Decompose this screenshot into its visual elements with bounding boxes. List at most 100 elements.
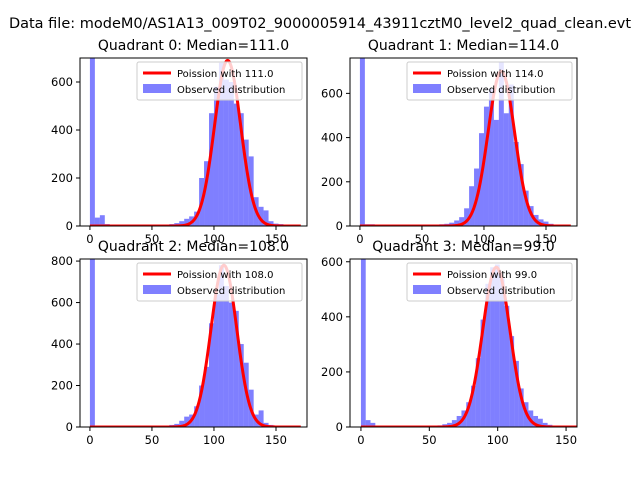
legend: Poission with 111.0 Observed distribution — [136, 61, 303, 101]
histogram-bar — [199, 385, 205, 427]
legend-bar-label: Observed distribution — [177, 85, 285, 96]
histogram-bar — [498, 62, 504, 226]
chart-title: Quadrant 0: Median=111.0 — [98, 38, 289, 54]
histogram-bar — [464, 208, 470, 226]
y-tick-label: 600 — [321, 86, 343, 100]
histogram-bar — [518, 164, 524, 226]
histogram-bar — [359, 58, 365, 226]
histogram-bar — [454, 220, 460, 226]
histogram-bar — [184, 416, 190, 427]
histogram-bar — [543, 221, 549, 226]
histogram-bar — [204, 366, 210, 427]
legend-bar-swatch — [143, 285, 171, 294]
poisson-curve — [89, 58, 301, 226]
y-tick-label: 0 — [336, 219, 343, 233]
histogram-bar — [204, 161, 210, 226]
histogram-bar — [451, 420, 457, 427]
chart-panel: Quadrant 2: Median=108.0 0 50 100 150 0 200 400… — [51, 239, 308, 447]
legend-line-label: Poission with 99.0 — [447, 270, 537, 281]
y-tick-label: 400 — [321, 131, 343, 145]
poisson-curve — [359, 69, 571, 226]
histogram-bar — [218, 62, 224, 226]
figure-suptitle: Data file: modeM0/AS1A13_009T02_90000059… — [9, 16, 631, 32]
histogram-bar — [228, 302, 234, 427]
histogram-bar — [508, 84, 514, 226]
histogram-bar — [258, 410, 264, 427]
poisson-curve — [360, 265, 577, 427]
legend-box — [406, 262, 573, 302]
x-tick-label: 0 — [357, 433, 364, 447]
legend: Poission with 108.0 Observed distribution — [136, 262, 303, 302]
histogram-bar — [504, 305, 510, 427]
legend-bar-label: Observed distribution — [447, 286, 555, 297]
histogram-bar — [449, 222, 455, 226]
chart-panel: Quadrant 0: Median=111.0 0 50 100 150 0 200 400… — [51, 38, 308, 246]
chart-title: Quadrant 1: Median=114.0 — [368, 38, 559, 54]
histogram-bar — [238, 113, 244, 226]
chart-panel: Quadrant 1: Median=114.0 0 50 100 150 0 200 400… — [321, 38, 578, 246]
histogram-bar — [483, 106, 489, 226]
x-tick-label: 0 — [86, 232, 93, 246]
histogram-bar — [475, 358, 481, 427]
histogram-bar — [365, 420, 371, 427]
x-tick-label: 0 — [86, 433, 93, 447]
x-tick-label: 150 — [265, 232, 287, 246]
histogram-bar — [209, 323, 214, 427]
histogram-bar — [89, 58, 95, 226]
chart-title: Quadrant 2: Median=108.0 — [98, 239, 289, 255]
histogram-bar — [184, 218, 190, 226]
y-tick-label: 200 — [51, 171, 73, 185]
legend-bar-swatch — [413, 84, 441, 93]
y-tick-label: 0 — [66, 420, 73, 434]
y-tick-label: 400 — [51, 337, 73, 351]
axes-frame — [79, 258, 308, 428]
legend-line-label: Poission with 111.0 — [177, 69, 273, 80]
y-tick-label: 600 — [321, 255, 343, 269]
histogram-bar — [243, 139, 249, 226]
histogram-bar — [542, 422, 548, 427]
histogram-bar — [513, 142, 519, 226]
histogram-bar — [538, 418, 543, 427]
histogram-bar — [503, 113, 509, 226]
y-tick-label: 400 — [51, 123, 73, 137]
y-tick-label: 200 — [321, 175, 343, 189]
histogram-bar — [209, 113, 214, 226]
histogram-bar — [533, 415, 539, 427]
legend-bar-swatch — [143, 84, 171, 93]
chart-panel: Quadrant 3: Median=99.0 0 50 100 150 0 200 400 6… — [321, 239, 578, 447]
y-tick-label: 400 — [321, 310, 343, 324]
histogram-bar — [233, 310, 239, 427]
histogram-bar — [466, 402, 472, 427]
legend-box — [136, 262, 303, 302]
x-tick-label: 100 — [203, 232, 225, 246]
legend: Poission with 99.0 Observed distribution — [406, 262, 573, 302]
x-tick-label: 100 — [473, 232, 495, 246]
legend: Poission with 114.0 Observed distribution — [406, 61, 573, 101]
y-tick-label: 200 — [321, 365, 343, 379]
x-tick-label: 50 — [145, 433, 160, 447]
legend-bar-label: Observed distribution — [447, 85, 555, 96]
histogram-bar — [213, 86, 219, 226]
histogram-bar — [488, 88, 494, 226]
histogram-bar — [490, 267, 495, 427]
histogram-bar — [509, 336, 515, 427]
histogram-bar — [469, 186, 475, 226]
axes-frame — [349, 258, 578, 428]
legend-bar-swatch — [413, 285, 441, 294]
x-tick-label: 50 — [415, 232, 430, 246]
poisson-curve — [89, 263, 301, 427]
y-tick-label: 600 — [51, 75, 73, 89]
axes-frame — [79, 57, 308, 227]
histogram-bar — [179, 420, 185, 427]
histogram-bar — [194, 406, 200, 427]
histogram-bar — [480, 319, 486, 427]
histogram-bar — [494, 264, 500, 427]
histogram-bar — [360, 259, 366, 427]
x-tick-label: 150 — [535, 232, 557, 246]
histogram-bar — [518, 388, 524, 427]
y-tick-label: 200 — [51, 379, 73, 393]
x-tick-label: 50 — [145, 232, 160, 246]
x-tick-label: 100 — [487, 433, 509, 447]
x-tick-label: 150 — [555, 433, 577, 447]
histogram-bar — [514, 360, 519, 427]
